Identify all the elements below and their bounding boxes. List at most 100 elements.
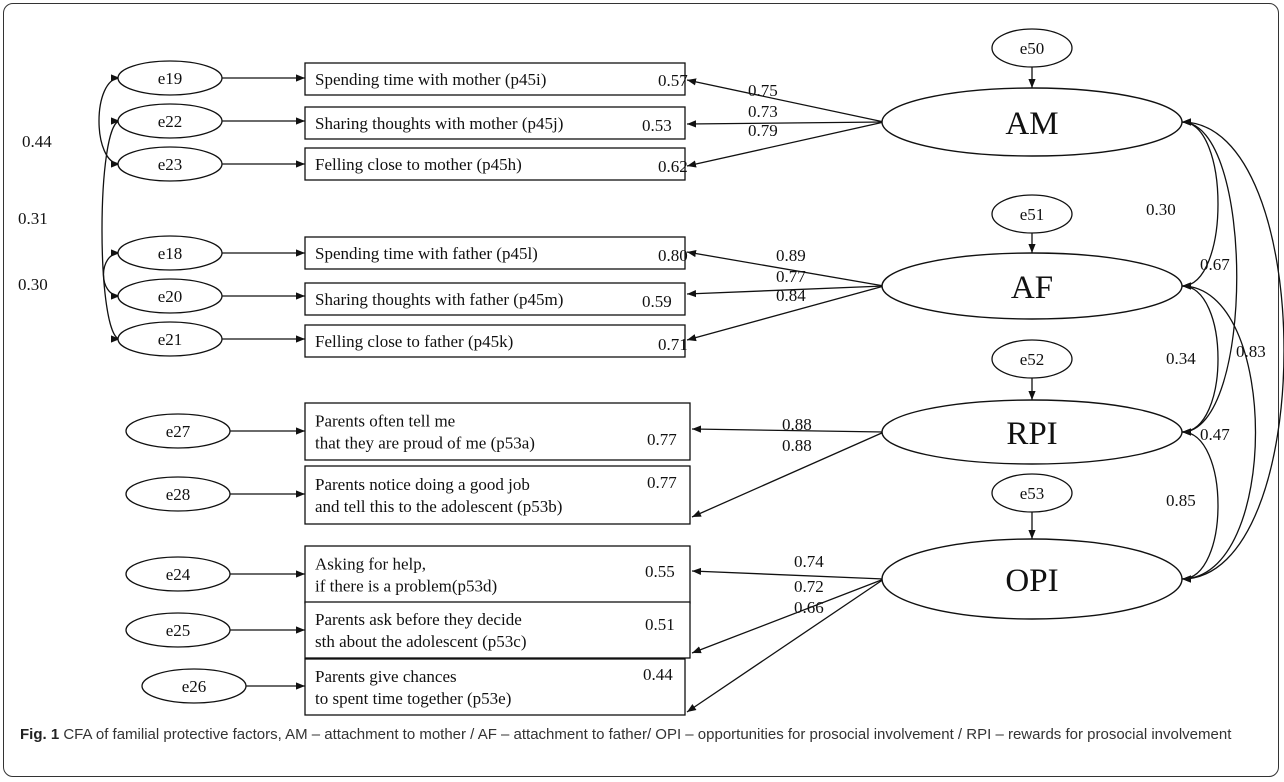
disturbance-label-e52: e52 [1020, 350, 1045, 369]
factor-correlation-value-rpi-opi: 0.85 [1166, 491, 1196, 510]
latent-opi [881, 538, 1183, 620]
indicator-text-e27-line-1: Parents often tell me [315, 412, 455, 431]
disturbance-e52 [991, 339, 1073, 379]
indicator-text-e19-line-1: Spending time with mother (p45i) [315, 70, 546, 89]
error-covariance-value-e19-e23: 0.44 [22, 132, 52, 151]
error-label-e25: e25 [166, 621, 191, 640]
factor-correlation-value-af-opi: 0.47 [1200, 425, 1230, 444]
factor-correlation-am-rpi [1181, 118, 1238, 436]
factor-correlation-value-am-opi: 0.83 [1236, 342, 1266, 361]
loading-value-e21: 0.84 [776, 286, 806, 305]
error-node-e23 [117, 146, 223, 182]
r2-value-e19: 0.57 [658, 71, 688, 90]
error-covariance-value-e18-e20: 0.30 [18, 275, 48, 294]
indicator-box-e23 [304, 147, 686, 181]
error-label-e23: e23 [158, 155, 183, 174]
error-node-e28 [125, 476, 231, 512]
loading-path-e25 [691, 578, 885, 654]
loading-value-e20: 0.77 [776, 267, 806, 286]
figure-caption: Fig. 1 CFA of familial protective factor… [20, 724, 1260, 745]
factor-correlation-af-opi [1181, 282, 1257, 583]
r2-value-e26: 0.44 [643, 665, 673, 684]
disturbance-label-e50: e50 [1020, 39, 1045, 58]
indicator-text-e25-line-1: Parents ask before they decide [315, 610, 522, 629]
indicator-text-e25-line-2: sth about the adolescent (p53c) [315, 632, 527, 651]
indicator-box-e28 [304, 465, 691, 525]
error-label-e18: e18 [158, 244, 183, 263]
error-label-e28: e28 [166, 485, 191, 504]
error-label-e20: e20 [158, 287, 183, 306]
loading-value-e25: 0.72 [794, 577, 824, 596]
error-covariance-e22-e21 [101, 117, 121, 343]
loading-value-e22: 0.73 [748, 102, 778, 121]
indicator-box-e25 [304, 601, 691, 659]
indicator-box-e24 [304, 545, 691, 604]
r2-value-e24: 0.55 [645, 562, 675, 581]
error-node-e25 [125, 612, 231, 648]
error-node-e24 [125, 556, 231, 592]
loading-path-e18 [686, 249, 885, 287]
factor-correlation-value-am-af: 0.30 [1146, 200, 1176, 219]
error-label-e24: e24 [166, 565, 191, 584]
loading-value-e27: 0.88 [782, 415, 812, 434]
error-covariance-value-e22-e21: 0.31 [18, 209, 48, 228]
r2-value-e21: 0.71 [658, 335, 688, 354]
error-node-e22 [117, 103, 223, 139]
error-node-e21 [117, 321, 223, 357]
factor-correlation-am-af [1181, 118, 1219, 290]
factor-correlation-am-opi [1181, 118, 1284, 583]
loading-value-e24: 0.74 [794, 552, 824, 571]
r2-value-e22: 0.53 [642, 116, 672, 135]
error-label-e21: e21 [158, 330, 183, 349]
r2-value-e20: 0.59 [642, 292, 672, 311]
disturbance-label-e53: e53 [1020, 484, 1045, 503]
error-label-e22: e22 [158, 112, 183, 131]
indicator-text-e24-line-2: if there is a problem(p53d) [315, 577, 497, 596]
indicator-text-e26-line-2: to spent time together (p53e) [315, 689, 511, 708]
indicator-text-e23-line-1: Felling close to mother (p45h) [315, 155, 522, 174]
indicator-text-e28-line-1: Parents notice doing a good job [315, 475, 530, 494]
latent-label-am: AM [1005, 106, 1058, 142]
loading-path-e20 [686, 285, 885, 298]
r2-value-e23: 0.62 [658, 157, 688, 176]
loading-path-e23 [686, 121, 885, 168]
indicator-box-e20 [304, 282, 686, 316]
r2-value-e18: 0.80 [658, 246, 688, 265]
error-covariance-e19-e23 [98, 74, 121, 168]
r2-value-e25: 0.51 [645, 615, 675, 634]
error-label-e26: e26 [182, 677, 207, 696]
indicator-text-e27-line-2: that they are proud of me (p53a) [315, 434, 535, 453]
loading-path-e26 [686, 578, 885, 713]
caption-text: CFA of familial protective factors, AM –… [63, 726, 1232, 743]
disturbance-e53 [991, 473, 1073, 513]
disturbance-label-e51: e51 [1020, 205, 1045, 224]
loading-value-e18: 0.89 [776, 246, 806, 265]
loading-path-e22 [686, 120, 885, 128]
indicator-box-e19 [304, 62, 686, 96]
indicator-text-e18-line-1: Spending time with father (p45l) [315, 244, 538, 263]
indicator-box-e21 [304, 324, 686, 358]
indicator-text-e24-line-1: Asking for help, [315, 555, 426, 574]
indicator-box-e22 [304, 106, 686, 140]
indicator-text-e21-line-1: Felling close to father (p45k) [315, 332, 513, 351]
r2-value-e27: 0.77 [647, 430, 677, 449]
loading-path-e27 [691, 425, 885, 433]
indicator-text-e20-line-1: Sharing thoughts with father (p45m) [315, 290, 563, 309]
latent-rpi [881, 399, 1183, 465]
caption-label: Fig. 1 [20, 726, 60, 743]
loading-value-e19: 0.75 [748, 81, 778, 100]
r2-value-e28: 0.77 [647, 473, 677, 492]
error-label-e27: e27 [166, 422, 191, 441]
loading-value-e26: 0.66 [794, 598, 824, 617]
disturbance-e50 [991, 28, 1073, 68]
indicator-box-e27 [304, 402, 691, 461]
error-node-e26 [141, 668, 247, 704]
loading-path-e21 [686, 285, 885, 342]
indicator-box-e26 [304, 658, 686, 716]
loading-path-e24 [691, 567, 885, 580]
error-node-e19 [117, 60, 223, 96]
loading-path-e28 [691, 431, 885, 518]
indicator-text-e28-line-2: and tell this to the adolescent (p53b) [315, 497, 562, 516]
loading-path-e19 [686, 78, 885, 123]
